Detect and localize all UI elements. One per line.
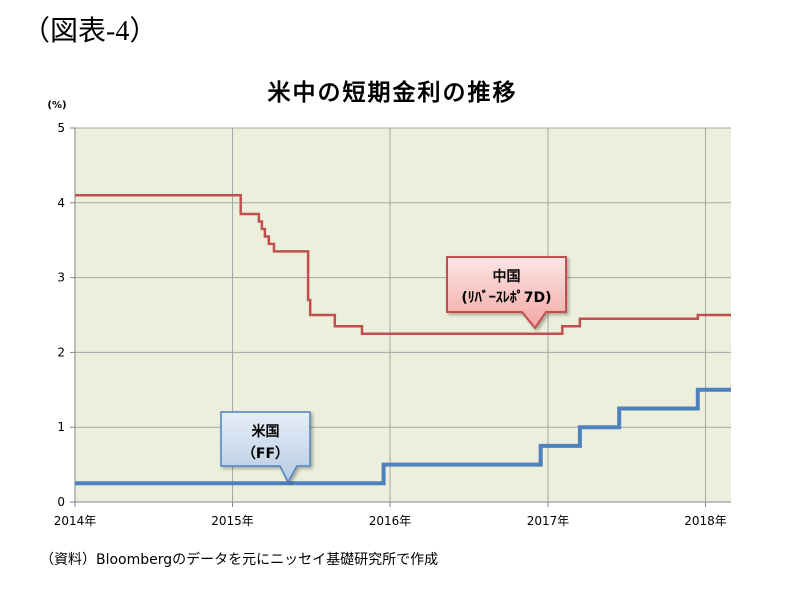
- x-tick-label: 2016年: [369, 514, 412, 528]
- figure-number-label: （図表-4）: [22, 16, 158, 47]
- y-tick-label: 3: [57, 271, 65, 285]
- y-tick-label: 2: [57, 345, 65, 359]
- axis-tick-marks: [70, 127, 707, 507]
- source-note: （資料）Bloombergのデータを元にニッセイ基礎研究所で作成: [40, 552, 439, 568]
- y-axis-unit-label: (%): [47, 100, 66, 111]
- y-axis-tick-labels: 0 1 2 3 4 5: [57, 121, 65, 509]
- china-callout: 中国 (ﾘﾊﾞｰｽﾚﾎﾟ7D): [446, 256, 567, 330]
- gridlines: [75, 127, 731, 502]
- x-tick-label: 2014年: [54, 514, 97, 528]
- series-lines: [75, 194, 731, 486]
- x-tick-label: 2017年: [527, 514, 570, 528]
- x-axis-tick-labels: 2014年 2015年 2016年 2017年 2018年: [54, 514, 727, 528]
- x-tick-label: 2018年: [684, 514, 727, 528]
- us-callout-subtitle: （FF）: [242, 446, 289, 462]
- x-tick-label: 2015年: [211, 514, 254, 528]
- plot-area: [75, 128, 731, 502]
- y-tick-label: 4: [57, 196, 65, 210]
- us-rate-line: [75, 387, 731, 486]
- china-callout-subtitle: (ﾘﾊﾞｰｽﾚﾎﾟ7D): [461, 289, 551, 306]
- us-callout-title: 米国: [252, 423, 280, 440]
- chart-title: 米中の短期金利の推移: [267, 80, 518, 106]
- y-tick-label: 1: [57, 420, 65, 434]
- us-callout-box: [220, 411, 311, 484]
- y-tick-label: 5: [57, 121, 65, 135]
- china-callout-box: [446, 256, 567, 330]
- china-rate-line: [75, 194, 731, 335]
- y-tick-label: 0: [57, 495, 65, 509]
- us-callout: 米国 （FF）: [220, 411, 311, 484]
- china-callout-title: 中国: [493, 268, 521, 285]
